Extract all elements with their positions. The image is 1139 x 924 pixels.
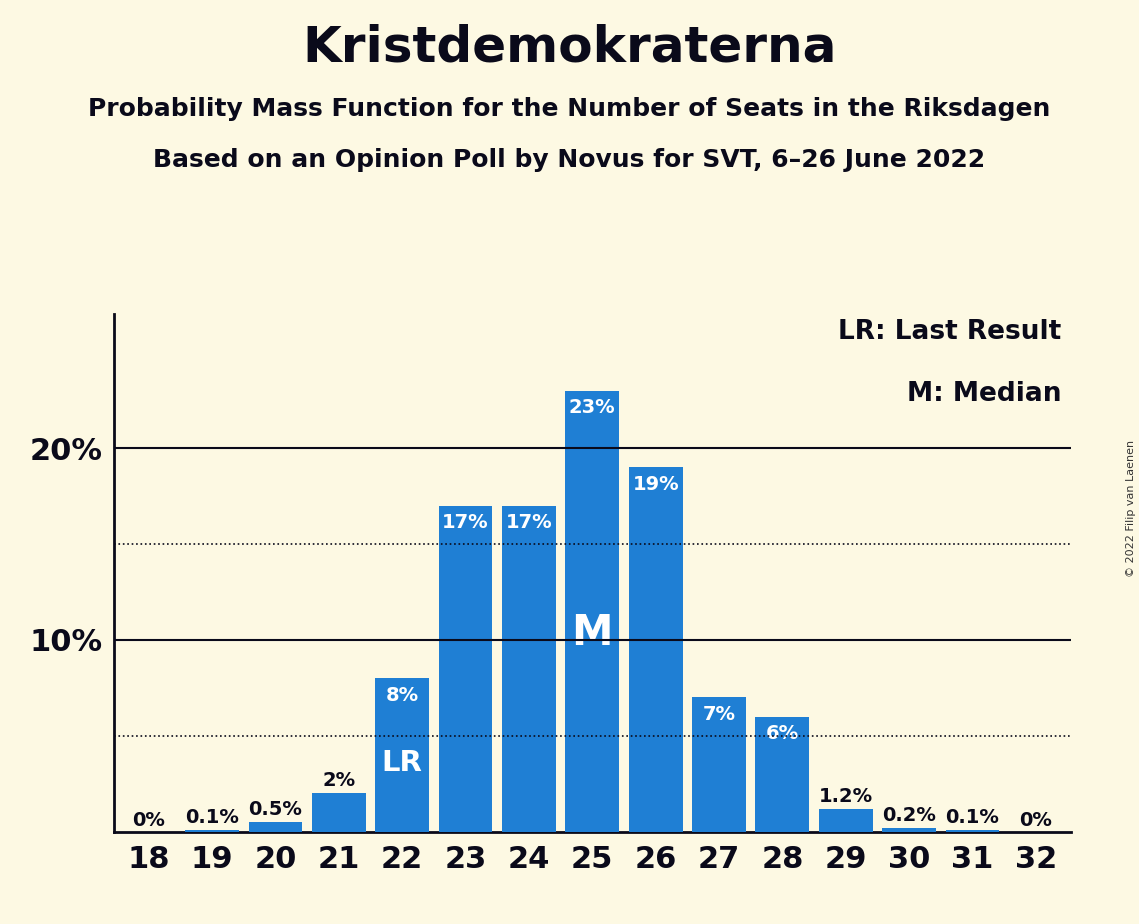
Text: 0%: 0% — [132, 810, 165, 830]
Text: 1.2%: 1.2% — [819, 786, 872, 806]
Text: © 2022 Filip van Laenen: © 2022 Filip van Laenen — [1126, 440, 1136, 577]
Bar — [693, 698, 746, 832]
Text: 2%: 2% — [322, 772, 355, 790]
Text: LR: Last Result: LR: Last Result — [838, 320, 1062, 346]
Text: 19%: 19% — [632, 475, 679, 494]
Bar — [312, 794, 366, 832]
Text: Kristdemokraterna: Kristdemokraterna — [302, 23, 837, 71]
Text: M: M — [572, 613, 613, 654]
Bar — [819, 808, 872, 832]
Text: 6%: 6% — [765, 724, 798, 743]
Text: 0.2%: 0.2% — [882, 806, 936, 825]
Text: 8%: 8% — [386, 686, 419, 705]
Bar — [565, 391, 620, 832]
Text: 0.1%: 0.1% — [186, 808, 239, 827]
Bar — [502, 505, 556, 832]
Text: 17%: 17% — [506, 514, 552, 532]
Bar — [883, 828, 936, 832]
Bar — [375, 678, 429, 832]
Text: M: Median: M: Median — [907, 382, 1062, 407]
Text: 17%: 17% — [442, 514, 489, 532]
Text: Probability Mass Function for the Number of Seats in the Riksdagen: Probability Mass Function for the Number… — [89, 97, 1050, 121]
Bar — [248, 822, 302, 832]
Text: Based on an Opinion Poll by Novus for SVT, 6–26 June 2022: Based on an Opinion Poll by Novus for SV… — [154, 148, 985, 172]
Text: 0%: 0% — [1019, 810, 1052, 830]
Bar — [439, 505, 492, 832]
Text: 23%: 23% — [570, 398, 615, 418]
Text: 0.5%: 0.5% — [248, 800, 303, 820]
Bar — [629, 468, 682, 832]
Bar — [945, 830, 999, 832]
Text: 0.1%: 0.1% — [945, 808, 999, 827]
Bar — [186, 830, 239, 832]
Bar — [755, 717, 810, 832]
Text: LR: LR — [382, 748, 423, 776]
Text: 7%: 7% — [703, 705, 736, 724]
